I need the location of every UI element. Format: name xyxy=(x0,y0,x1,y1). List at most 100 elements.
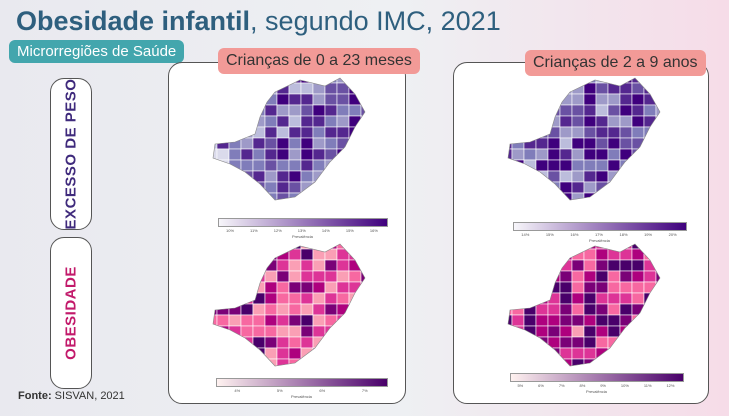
microrregiao xyxy=(276,325,290,338)
microrregiao xyxy=(252,336,266,349)
microrregiao xyxy=(324,159,338,172)
microrregiao xyxy=(668,326,680,337)
microrregiao xyxy=(324,78,338,84)
microrregiao xyxy=(228,82,242,95)
microrregiao xyxy=(547,82,561,95)
microrregiao xyxy=(511,181,525,194)
microrregiao xyxy=(535,292,549,305)
tick-label: 6% xyxy=(319,388,326,393)
microrregiao xyxy=(216,93,230,106)
microrregiao xyxy=(373,260,385,271)
microrregiao xyxy=(559,259,573,272)
microrregiao xyxy=(213,78,218,84)
microrregiao xyxy=(324,192,338,200)
microrregiao xyxy=(583,347,597,360)
microrregiao xyxy=(276,259,290,272)
microrregiao xyxy=(228,336,242,349)
microrregiao xyxy=(276,181,290,194)
microrregiao xyxy=(312,244,326,250)
microrregiao xyxy=(348,325,362,338)
microrregiao xyxy=(619,347,633,360)
microrregiao xyxy=(511,78,525,84)
microrregiao xyxy=(336,170,350,183)
microrregiao xyxy=(643,159,657,172)
microrregiao xyxy=(360,336,365,349)
microrregiao xyxy=(288,137,302,150)
microrregiao xyxy=(512,204,524,212)
microrregiao xyxy=(312,192,326,200)
microrregiao xyxy=(348,104,362,117)
microrregiao xyxy=(324,281,338,294)
microrregiao xyxy=(336,325,350,338)
microrregiao xyxy=(240,347,254,360)
microrregiao xyxy=(619,170,633,183)
microrregiao xyxy=(312,259,326,272)
microrregiao xyxy=(559,336,573,349)
microrregiao xyxy=(324,270,338,283)
microrregiao xyxy=(643,292,657,305)
microrregiao xyxy=(631,192,645,200)
microrregiao xyxy=(373,116,385,127)
microrregiao xyxy=(312,104,326,117)
state-outline xyxy=(212,243,366,367)
microrregiao xyxy=(240,115,254,128)
microrregiao xyxy=(619,244,633,250)
microrregiao xyxy=(252,325,266,338)
microrregiao xyxy=(289,204,301,212)
microrregiao xyxy=(595,192,609,200)
microrregiao xyxy=(583,170,597,183)
microrregiao xyxy=(619,104,633,117)
tick-label: 17% xyxy=(594,232,603,237)
microrregiao xyxy=(508,347,513,360)
colorbar-label: Prevalência xyxy=(589,238,610,243)
microrregiao xyxy=(348,115,362,128)
microrregiao xyxy=(240,248,254,261)
microrregiao xyxy=(655,270,660,283)
microrregiao xyxy=(213,314,218,327)
microrregiao xyxy=(324,336,338,349)
map-excesso-0-23 xyxy=(212,77,385,212)
microrregiao xyxy=(595,93,609,106)
microrregiao xyxy=(631,126,645,139)
microrregiao xyxy=(240,270,254,283)
microrregiao xyxy=(336,159,350,172)
microrregiao xyxy=(619,137,633,150)
microrregiao xyxy=(325,370,337,373)
microrregiao xyxy=(324,126,338,139)
microrregiao xyxy=(312,303,326,316)
microrregiao xyxy=(607,137,621,150)
colorbar xyxy=(216,378,388,387)
row-label-text: EXCESSO DE PESO xyxy=(62,78,80,230)
microrregiao xyxy=(312,137,326,150)
microrregiao xyxy=(348,358,362,366)
microrregiao xyxy=(656,204,668,212)
microrregiao xyxy=(571,292,585,305)
microrregiao xyxy=(252,314,266,327)
microrregiao xyxy=(213,270,218,283)
microrregiao xyxy=(523,281,537,294)
microrregiao xyxy=(300,248,314,261)
microrregiao xyxy=(276,115,290,128)
microrregiao xyxy=(288,292,302,305)
microrregiao xyxy=(655,325,660,338)
microrregiao xyxy=(643,325,657,338)
title-rest: , segundo IMC, 2021 xyxy=(250,6,501,36)
microrregiao xyxy=(631,292,645,305)
microrregiao xyxy=(535,137,549,150)
microrregiao xyxy=(216,148,230,161)
microrregiao xyxy=(559,148,573,161)
microrregiao xyxy=(655,82,660,95)
microrregiao xyxy=(240,137,254,150)
microrregiao xyxy=(216,347,230,360)
microrregiao xyxy=(619,248,633,261)
microrregiao xyxy=(508,159,513,172)
microrregiao xyxy=(276,248,290,261)
microrregiao xyxy=(559,244,573,250)
microrregiao xyxy=(252,82,266,95)
microrregiao xyxy=(559,192,573,200)
source-value: SISVAN, 2021 xyxy=(54,390,125,402)
microrregiao xyxy=(668,105,680,116)
microrregiao xyxy=(523,159,537,172)
microrregiao xyxy=(511,292,525,305)
microrregiao xyxy=(571,336,585,349)
